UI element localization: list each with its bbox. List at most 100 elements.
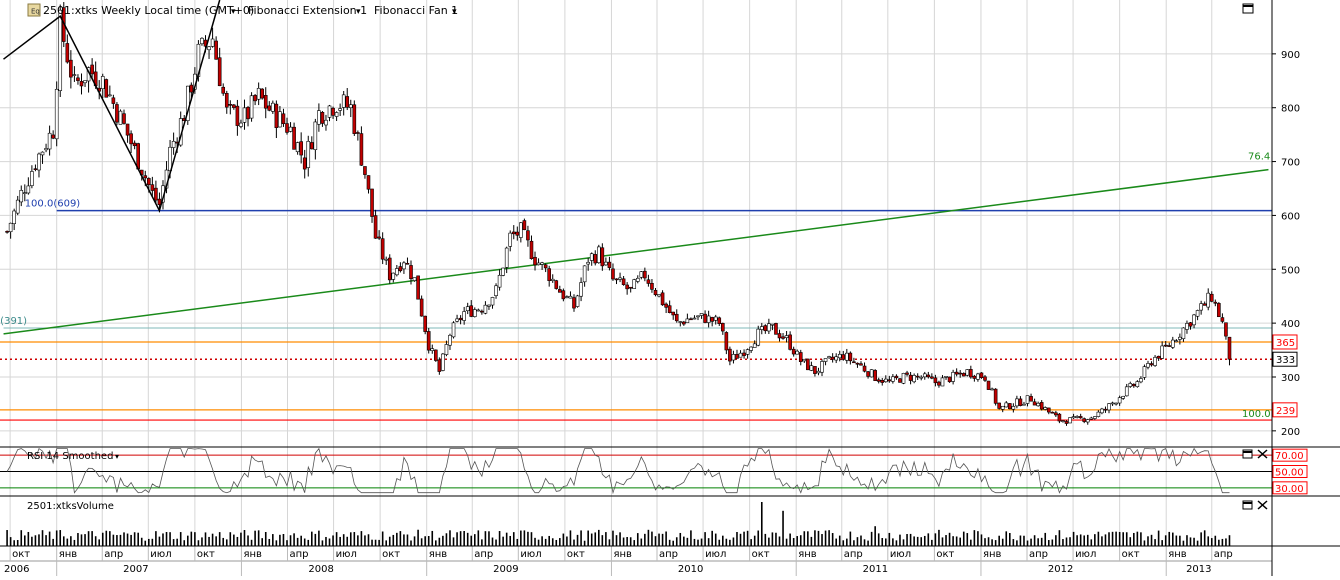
candle xyxy=(214,40,218,60)
candle xyxy=(1117,397,1122,404)
candle xyxy=(384,258,389,261)
candle xyxy=(1209,293,1214,302)
candle xyxy=(806,358,810,371)
candle xyxy=(1103,408,1108,411)
candle xyxy=(395,268,399,276)
candle xyxy=(604,261,608,266)
fibonacci-extension[interactable] xyxy=(3,0,221,213)
candle xyxy=(1004,402,1009,408)
chevron-down-icon[interactable]: ▾ xyxy=(356,7,361,17)
candle xyxy=(997,402,1001,409)
candle xyxy=(380,238,385,260)
chevron-down-icon[interactable]: ▾ xyxy=(115,452,119,461)
candle xyxy=(472,309,477,317)
candle xyxy=(76,77,80,81)
extension-zigzag[interactable] xyxy=(3,0,221,213)
candle xyxy=(866,371,870,377)
candle xyxy=(1093,416,1097,419)
candle xyxy=(1032,401,1037,406)
candle xyxy=(352,104,357,134)
y-tick-label: 700 xyxy=(1281,158,1300,169)
candle xyxy=(366,175,371,190)
symbol-title[interactable]: 2501:xtks Weekly Local time (GMT+0) xyxy=(43,4,254,17)
candle xyxy=(568,295,573,299)
rsi-level-tag xyxy=(1272,481,1308,495)
candle xyxy=(1043,407,1048,410)
candle xyxy=(5,230,9,233)
volume-title[interactable]: 2501:xtksVolume xyxy=(27,501,114,512)
rsi-title[interactable]: RSI 14 Smoothed xyxy=(27,451,113,462)
month-label: янв xyxy=(429,549,448,560)
fibonacci-fan-label[interactable]: Fibonacci Fan 1 xyxy=(374,4,458,17)
candle xyxy=(993,388,998,404)
chevron-down-icon[interactable]: ▾ xyxy=(231,7,236,17)
y-tick-label: 200 xyxy=(1281,427,1300,438)
candle xyxy=(1227,336,1232,360)
candle xyxy=(1206,292,1211,308)
candle xyxy=(735,354,739,359)
candle xyxy=(1025,395,1030,404)
month-label: окт xyxy=(936,549,954,560)
main-price-panel[interactable] xyxy=(0,0,1272,426)
candle xyxy=(901,372,906,384)
candle xyxy=(550,278,555,281)
candle xyxy=(189,84,194,93)
level-labels: 100.0(609) 161.8(391) 365 333 239 76.4 100.0 xyxy=(0,152,1298,420)
candle xyxy=(497,274,502,288)
candle xyxy=(809,365,814,371)
rsi-level-tag xyxy=(1272,465,1308,478)
candle xyxy=(703,313,707,323)
candle xyxy=(108,94,112,97)
rsi-panel[interactable]: 70.00 50.00 30.00 xyxy=(0,447,1308,495)
candle xyxy=(1128,383,1133,387)
candle xyxy=(200,37,204,45)
fan-label-100: 100.0 xyxy=(1242,409,1271,420)
month-label: июл xyxy=(150,549,171,560)
maximize-icon[interactable] xyxy=(1242,3,1254,14)
volume-panel[interactable] xyxy=(6,502,1231,546)
candle xyxy=(976,373,980,380)
candle xyxy=(565,296,569,298)
candle xyxy=(561,290,566,300)
y-tick-label: 500 xyxy=(1281,265,1300,276)
close-icon[interactable] xyxy=(1257,449,1268,459)
axis-price-tag-label: 333 xyxy=(1276,355,1295,366)
candle xyxy=(1107,403,1111,411)
candle xyxy=(1046,407,1051,413)
rsi-header: RSI 14 Smoothed ▾ xyxy=(27,451,119,462)
candle xyxy=(1139,378,1143,383)
month-label: окт xyxy=(197,549,215,560)
maximize-icon[interactable] xyxy=(1242,449,1253,459)
candle xyxy=(951,371,955,382)
candle xyxy=(834,356,838,361)
candle xyxy=(830,356,835,360)
candle xyxy=(465,306,470,311)
candle xyxy=(444,344,449,355)
axis-price-tag-label: 239 xyxy=(1276,406,1295,417)
candle xyxy=(143,175,148,179)
close-icon[interactable] xyxy=(1257,500,1268,510)
candle xyxy=(331,107,335,116)
candle xyxy=(1135,381,1140,387)
fan-label-76: 76.4 xyxy=(1248,152,1270,163)
candle xyxy=(1110,402,1115,405)
candle xyxy=(324,119,328,126)
fan-line[interactable] xyxy=(3,168,1269,335)
candle xyxy=(593,254,598,264)
month-label: окт xyxy=(1122,549,1140,560)
candle xyxy=(111,97,116,104)
candle xyxy=(774,323,778,335)
chevron-down-icon[interactable]: ▾ xyxy=(452,7,457,17)
candle xyxy=(47,132,52,150)
candle xyxy=(1213,301,1218,304)
candle xyxy=(713,316,718,321)
candle xyxy=(207,46,211,51)
candle xyxy=(483,304,488,314)
month-label: июл xyxy=(336,549,357,560)
candle xyxy=(905,372,909,375)
candle xyxy=(30,171,34,186)
fibonacci-fan[interactable] xyxy=(3,168,1269,335)
maximize-icon[interactable] xyxy=(1242,500,1253,510)
fibonacci-extension-label[interactable]: Fibonacci Extension 1 xyxy=(248,4,367,17)
